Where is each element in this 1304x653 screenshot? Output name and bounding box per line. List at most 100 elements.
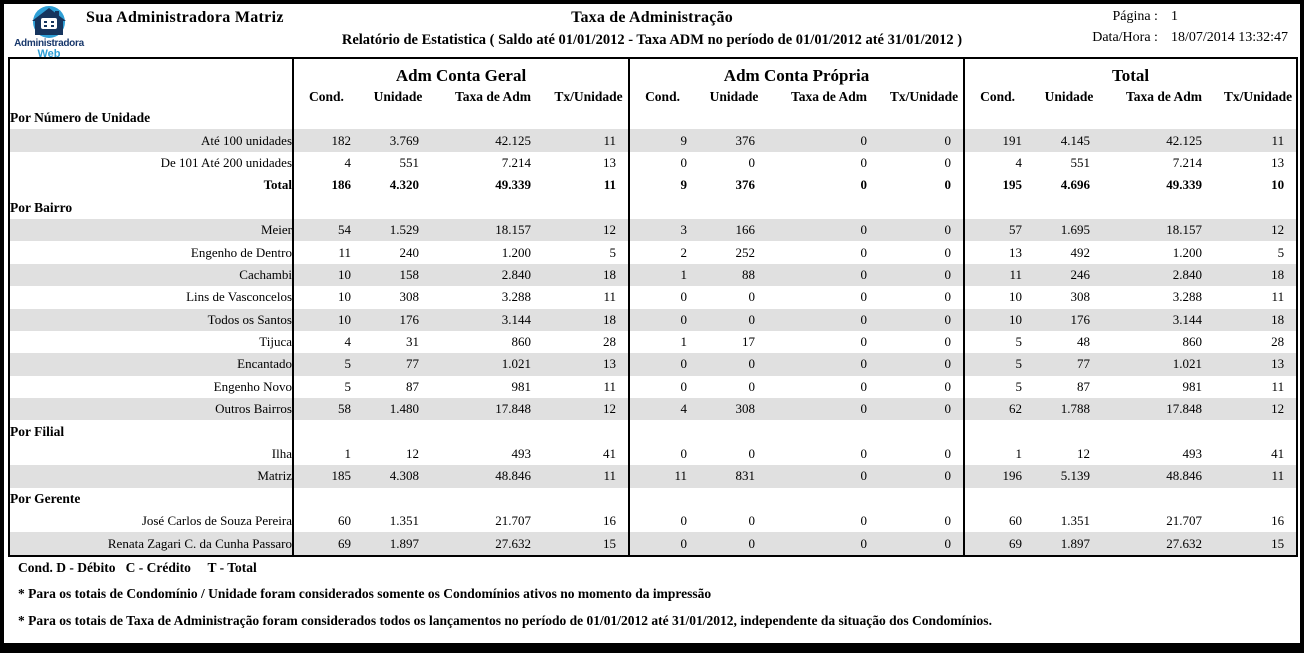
report-table-head: Adm Conta Geral Adm Conta Própria Total Con…: [9, 58, 1298, 107]
company-name: Sua Administradora Matriz: [86, 9, 284, 26]
column-header: Tx/Unidade: [889, 88, 959, 104]
cell: 11: [1220, 129, 1298, 152]
cell: 18: [1220, 308, 1298, 331]
cell: 1.480: [359, 398, 437, 421]
cell: 551: [1070, 154, 1091, 170]
cell: 27.632: [437, 532, 549, 556]
table-row: Até 100 unidades 182 3.769 42.125 11 9 376 0 0 19…: [9, 129, 1298, 152]
empty-cell: [963, 107, 1031, 130]
cell: 176: [1030, 308, 1109, 331]
cell: 308: [1070, 289, 1091, 305]
cell: 10: [292, 308, 359, 331]
cell: 3.144: [1108, 308, 1221, 331]
cell: 69: [292, 532, 359, 556]
cell: 21.707: [1166, 513, 1203, 529]
cell: 860: [1182, 334, 1203, 350]
cell: 60: [292, 510, 359, 533]
cell: 3.769: [359, 129, 437, 152]
cell: 58: [292, 398, 359, 421]
cell: 11: [1271, 289, 1285, 305]
cell: 5: [609, 244, 617, 260]
cell: 1.529: [359, 218, 437, 242]
column-header: Unidade: [709, 88, 759, 104]
cell: 308: [695, 398, 774, 421]
empty-cell: [549, 197, 629, 219]
cell: 10: [292, 263, 359, 287]
cell: 0: [773, 218, 886, 242]
empty-cell: [1220, 197, 1297, 219]
row-label: Engenho Novo: [213, 378, 292, 394]
cell: 18.157: [437, 218, 549, 242]
section-title: Por Filial: [10, 423, 65, 439]
table-row: De 101 Até 200 unidades 4 551 7.214 13 0 0 0 0 4 5…: [9, 151, 1297, 175]
cell: 11: [603, 177, 617, 193]
cell: 5: [1277, 244, 1285, 260]
cell: 3.288: [1172, 289, 1203, 305]
cell: 62: [963, 398, 1031, 421]
cell: 12: [406, 446, 419, 462]
empty-cell: [292, 196, 359, 219]
empty-cell: [695, 420, 773, 442]
column-header: Unidade: [1044, 88, 1094, 104]
empty-cell: [773, 107, 885, 129]
section-header-row: Por Número de Unidade: [9, 107, 1297, 130]
cell: 0: [773, 532, 886, 556]
cell: 0: [860, 244, 868, 260]
table-row: Lins de Vasconcelos 10 308 3.288 11 0 0 0 0 10 308…: [9, 286, 1297, 309]
section-title: Por Bairro: [10, 199, 73, 215]
cell: 308: [399, 289, 420, 305]
cell: 1.351: [389, 513, 419, 529]
column-header: Unidade: [373, 88, 423, 104]
cell: 10: [963, 308, 1031, 331]
cell: 54: [292, 218, 359, 242]
group-title: Total: [963, 58, 1298, 86]
cell: 13: [1220, 353, 1298, 376]
cell: 16: [1271, 513, 1285, 529]
row-label: Lins de Vasconcelos: [186, 289, 292, 305]
cell: 18.157: [1108, 218, 1221, 242]
empty-cell: [437, 420, 549, 442]
cell: 0: [748, 513, 756, 529]
cell: 15: [1220, 532, 1298, 556]
cell: 77: [1030, 353, 1109, 376]
empty-cell: [292, 420, 359, 443]
cell: 981: [1182, 378, 1203, 394]
cell: 0: [885, 308, 965, 331]
cell: 492: [1070, 244, 1091, 260]
page-number-value: 1: [1170, 9, 1178, 24]
cell: 3.288: [501, 289, 531, 305]
cell: 0: [748, 289, 756, 305]
empty-cell: [1220, 420, 1297, 442]
cell: 1.897: [359, 532, 437, 556]
column-header: Taxa de Adm: [791, 88, 868, 104]
empty-cell: [437, 197, 549, 219]
cell: 12: [549, 218, 630, 242]
cell: 88: [695, 263, 774, 287]
cell: 9: [628, 174, 696, 197]
table-row: José Carlos de Souza Pereira 60 1.351 21.70…: [9, 510, 1297, 533]
cell: 0: [944, 244, 952, 260]
cell: 0: [773, 353, 886, 376]
logo-text-administradora: Administradora: [14, 38, 84, 49]
group-title: Adm Conta Geral: [291, 58, 630, 86]
cell: 87: [1077, 378, 1091, 394]
cell: 4.308: [359, 465, 437, 488]
cell: 5: [963, 330, 1031, 354]
cell: 0: [773, 308, 886, 331]
cell: 0: [628, 442, 696, 466]
cell: 12: [1220, 218, 1298, 242]
empty-cell: [695, 197, 773, 219]
empty-cell: [549, 420, 629, 442]
cell: 0: [773, 263, 886, 287]
row-label: José Carlos de Souza Pereira: [141, 513, 292, 529]
empty-cell: [549, 488, 629, 510]
cell: 0: [944, 289, 952, 305]
table-row: Todos os Santos 10 176 3.144 18 0 0 0 0 10 176 3.14…: [9, 308, 1298, 331]
cell: 0: [860, 334, 868, 350]
cell: 1: [963, 442, 1031, 466]
cell: 376: [695, 129, 774, 152]
cell: 0: [695, 353, 774, 376]
cell: 0: [885, 218, 965, 242]
cell: 48.846: [437, 465, 549, 488]
